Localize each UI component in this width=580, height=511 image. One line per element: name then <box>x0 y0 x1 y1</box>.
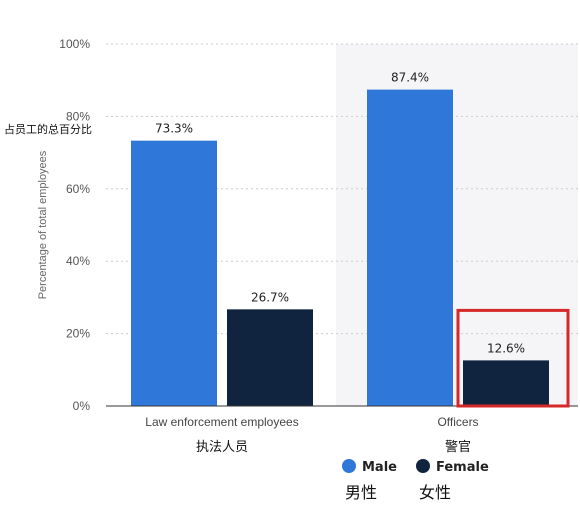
y-axis-label-cn: 占员工的总百分比 <box>4 122 92 136</box>
y-axis-label: Percentage of total employees <box>37 150 49 299</box>
y-tick-label: 20% <box>66 327 90 341</box>
category-label: Officers <box>437 415 478 429</box>
data-label: 26.7% <box>251 290 289 304</box>
legend-label-cn: 男性 <box>345 483 377 502</box>
data-label: 87.4% <box>391 71 429 85</box>
bar-female <box>463 360 549 406</box>
category-labels: Law enforcement employees 执法人员 Officers 警官 <box>145 415 478 455</box>
bar-female <box>227 309 313 406</box>
bar-male <box>367 89 453 406</box>
highlight-box <box>456 308 570 408</box>
legend-label: Male <box>362 460 397 475</box>
category-label-cn: 警官 <box>445 439 471 455</box>
legend-marker-male <box>342 459 356 473</box>
legend-label: Female <box>436 460 489 475</box>
y-tick-label: 0% <box>73 399 91 413</box>
y-tick-label: 40% <box>66 254 90 268</box>
gridlines <box>106 43 578 335</box>
y-tick-label: 80% <box>66 109 90 123</box>
y-axis-ticks: 0% 20% 40% 60% 80% 100% <box>59 37 90 413</box>
category-label: Law enforcement employees <box>145 415 298 429</box>
legend-label-cn: 女性 <box>419 483 451 502</box>
data-label: 73.3% <box>155 122 193 136</box>
category-label-cn: 执法人员 <box>196 440 248 455</box>
legend-marker-female <box>416 459 430 473</box>
y-tick-label: 60% <box>66 182 90 196</box>
data-label: 12.6% <box>487 341 525 355</box>
y-tick-label: 100% <box>59 37 90 51</box>
bar-male <box>131 140 217 407</box>
bars: 73.3% 26.7% 87.4% 12.6% <box>131 71 549 407</box>
legend: Male 男性 Female 女性 <box>342 459 489 502</box>
